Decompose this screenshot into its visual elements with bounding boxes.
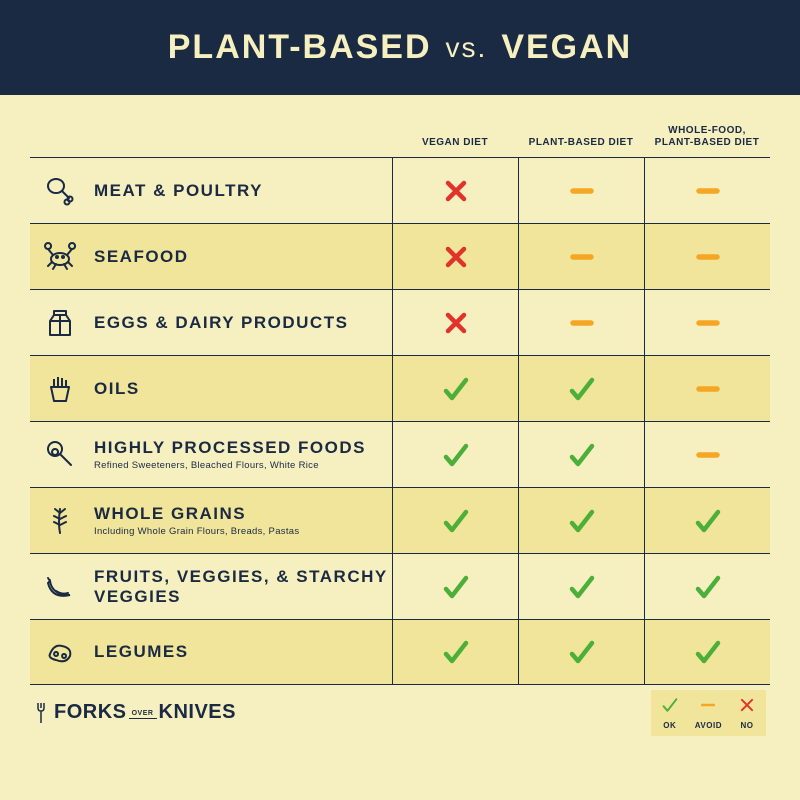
table-row: LEGUMES bbox=[30, 619, 770, 685]
header-bar: PLANT-BASED vs. VEGAN bbox=[0, 0, 800, 95]
col-header-1: VEGAN DIET bbox=[392, 137, 518, 157]
status-no-icon bbox=[392, 158, 518, 223]
table-row: MEAT & POULTRY bbox=[30, 157, 770, 223]
status-avoid-icon bbox=[644, 158, 770, 223]
row-label: LEGUMES bbox=[90, 642, 392, 662]
status-ok-icon bbox=[644, 554, 770, 619]
row-label: HIGHLY PROCESSED FOODS Refined Sweeteners… bbox=[90, 438, 392, 471]
legend-avoid-icon bbox=[699, 696, 717, 719]
table-row: FRUITS, VEGGIES, & STARCHY VEGGIES bbox=[30, 553, 770, 619]
status-avoid-icon bbox=[518, 158, 644, 223]
lolli-icon bbox=[30, 437, 90, 473]
row-label: EGGS & DAIRY PRODUCTS bbox=[90, 313, 392, 333]
fork-icon bbox=[34, 701, 48, 725]
legend-ok: OK bbox=[661, 696, 679, 730]
row-label-main: MEAT & POULTRY bbox=[94, 181, 392, 201]
status-ok-icon bbox=[518, 488, 644, 553]
meat-icon bbox=[30, 173, 90, 209]
row-label: FRUITS, VEGGIES, & STARCHY VEGGIES bbox=[90, 567, 392, 607]
status-avoid-icon bbox=[518, 224, 644, 289]
column-headers: VEGAN DIET PLANT-BASED DIET WHOLE-FOOD,P… bbox=[30, 115, 770, 157]
status-ok-icon bbox=[392, 488, 518, 553]
status-ok-icon bbox=[518, 554, 644, 619]
row-label-main: LEGUMES bbox=[94, 642, 392, 662]
bean-icon bbox=[30, 634, 90, 670]
row-label-main: EGGS & DAIRY PRODUCTS bbox=[94, 313, 392, 333]
brand-over: OVER bbox=[129, 710, 157, 719]
table-row: EGGS & DAIRY PRODUCTS bbox=[30, 289, 770, 355]
status-ok-icon bbox=[392, 422, 518, 487]
infographic-root: PLANT-BASED vs. VEGAN VEGAN DIET PLANT-B… bbox=[0, 0, 800, 800]
row-label: WHOLE GRAINS Including Whole Grain Flours… bbox=[90, 504, 392, 537]
wheat-icon bbox=[30, 503, 90, 539]
legend-avoid: AVOID bbox=[695, 696, 722, 730]
title-vs: vs. bbox=[446, 32, 488, 64]
status-avoid-icon bbox=[644, 356, 770, 421]
fries-icon bbox=[30, 371, 90, 407]
brand-left: FORKS bbox=[54, 701, 127, 724]
row-label-main: WHOLE GRAINS bbox=[94, 504, 392, 524]
status-no-icon bbox=[392, 290, 518, 355]
status-avoid-icon bbox=[644, 224, 770, 289]
status-avoid-icon bbox=[518, 290, 644, 355]
legend-ok-icon bbox=[661, 696, 679, 719]
footer: FORKS OVER KNIVES OK AVOID NO bbox=[30, 685, 770, 740]
col-header-3: WHOLE-FOOD,PLANT-BASED DIET bbox=[644, 125, 770, 157]
col-header-2: PLANT-BASED DIET bbox=[518, 137, 644, 157]
row-label: MEAT & POULTRY bbox=[90, 181, 392, 201]
row-label-main: OILS bbox=[94, 379, 392, 399]
table-row: WHOLE GRAINS Including Whole Grain Flours… bbox=[30, 487, 770, 553]
row-label-main: FRUITS, VEGGIES, & STARCHY VEGGIES bbox=[94, 567, 392, 607]
row-label-main: HIGHLY PROCESSED FOODS bbox=[94, 438, 392, 458]
status-avoid-icon bbox=[644, 290, 770, 355]
brand-right: KNIVES bbox=[159, 701, 236, 724]
title-left: PLANT-BASED bbox=[168, 28, 432, 67]
content-area: VEGAN DIET PLANT-BASED DIET WHOLE-FOOD,P… bbox=[0, 95, 800, 800]
row-label-main: SEAFOOD bbox=[94, 247, 392, 267]
status-ok-icon bbox=[644, 488, 770, 553]
status-avoid-icon bbox=[644, 422, 770, 487]
row-label-sub: Refined Sweeteners, Bleached Flours, Whi… bbox=[94, 460, 392, 471]
brand-logo: FORKS OVER KNIVES bbox=[34, 701, 236, 725]
status-ok-icon bbox=[392, 356, 518, 421]
row-label: SEAFOOD bbox=[90, 247, 392, 267]
status-ok-icon bbox=[518, 422, 644, 487]
table-body: MEAT & POULTRY SEAFOOD EGGS & DAIRY PRODUC… bbox=[30, 157, 770, 685]
row-label: OILS bbox=[90, 379, 392, 399]
banana-icon bbox=[30, 569, 90, 605]
legend: OK AVOID NO bbox=[651, 690, 766, 736]
row-label-sub: Including Whole Grain Flours, Breads, Pa… bbox=[94, 526, 392, 537]
status-ok-icon bbox=[392, 554, 518, 619]
table-row: SEAFOOD bbox=[30, 223, 770, 289]
table-row: HIGHLY PROCESSED FOODS Refined Sweeteners… bbox=[30, 421, 770, 487]
milk-icon bbox=[30, 305, 90, 341]
legend-no: NO bbox=[738, 696, 756, 730]
legend-no-icon bbox=[738, 696, 756, 719]
title-right: VEGAN bbox=[501, 28, 632, 67]
status-no-icon bbox=[392, 224, 518, 289]
status-ok-icon bbox=[644, 620, 770, 684]
table-row: OILS bbox=[30, 355, 770, 421]
status-ok-icon bbox=[518, 356, 644, 421]
status-ok-icon bbox=[518, 620, 644, 684]
crab-icon bbox=[30, 239, 90, 275]
status-ok-icon bbox=[392, 620, 518, 684]
